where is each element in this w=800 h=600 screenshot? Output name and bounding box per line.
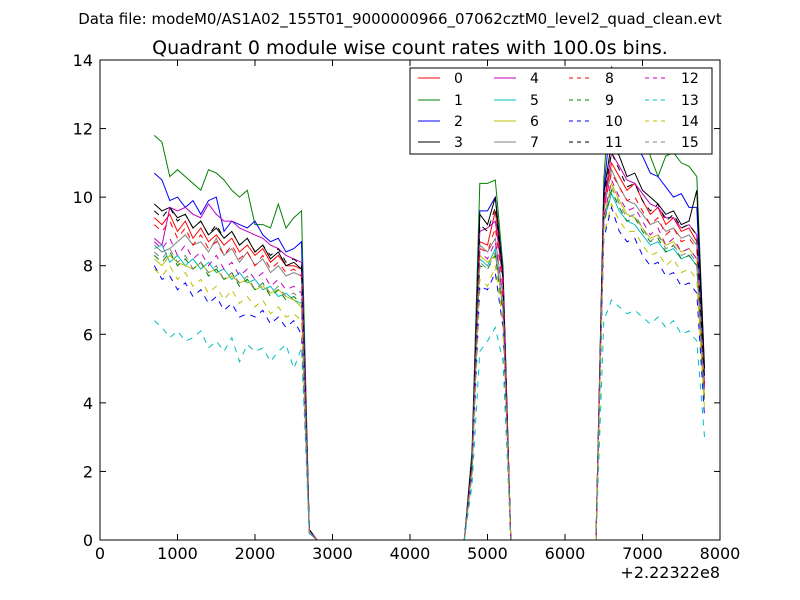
legend-item-2: 2 — [418, 114, 463, 130]
legend-label-9: 9 — [605, 93, 614, 109]
legend-label-13: 13 — [681, 93, 699, 109]
legend-item-4: 4 — [494, 71, 539, 87]
x-tick-label: 3000 — [312, 544, 353, 563]
legend-label-8: 8 — [605, 71, 614, 87]
x-tick-label: 4000 — [390, 544, 431, 563]
x-axis-offset-label: +2.22322e8 — [620, 563, 720, 582]
legend-label-12: 12 — [681, 71, 699, 87]
y-tick-label: 4 — [83, 394, 93, 413]
series-line-14 — [153, 202, 705, 541]
legend-item-3: 3 — [418, 135, 463, 151]
legend-item-1: 1 — [418, 93, 463, 109]
legend-label-0: 0 — [454, 71, 463, 87]
legend-label-1: 1 — [454, 93, 463, 109]
legend-item-12: 12 — [645, 71, 699, 87]
plot-area: 0 1000 2000 3000 4000 5000 6000 7000 80000246810… — [73, 51, 741, 563]
x-tick-label: 7000 — [622, 544, 663, 563]
legend-label-11: 11 — [605, 135, 623, 151]
series-line-10 — [153, 205, 705, 541]
chart-title: Quadrant 0 module wise count rates with … — [152, 37, 668, 59]
legend-label-3: 3 — [454, 135, 463, 151]
legend-label-2: 2 — [454, 114, 463, 130]
x-tick-label: 0 — [95, 544, 105, 563]
tick-layer: 0 1000 2000 3000 4000 5000 6000 7000 80000246810… — [73, 51, 741, 563]
y-tick-label: 0 — [83, 531, 93, 550]
x-tick-label: 2000 — [235, 544, 276, 563]
x-tick-label: 1000 — [157, 544, 198, 563]
x-tick-label: 6000 — [545, 544, 586, 563]
legend-item-9: 9 — [569, 93, 614, 109]
legend-label-10: 10 — [605, 114, 623, 130]
legend-item-0: 0 — [418, 71, 463, 87]
legend-item-14: 14 — [645, 114, 699, 130]
y-tick-label: 14 — [73, 51, 93, 70]
series-line-8 — [153, 171, 705, 541]
legend-label-5: 5 — [530, 93, 539, 109]
legend-label-14: 14 — [681, 114, 699, 130]
legend-item-11: 11 — [569, 135, 623, 151]
suptitle: Data file: modeM0/AS1A02_155T01_90000009… — [78, 10, 722, 29]
legend-label-6: 6 — [530, 114, 539, 130]
y-tick-label: 12 — [73, 120, 93, 139]
legend-item-13: 13 — [645, 93, 699, 109]
legend-label-4: 4 — [530, 71, 539, 87]
legend-item-10: 10 — [569, 114, 623, 130]
x-tick-label: 5000 — [467, 544, 508, 563]
legend-label-7: 7 — [530, 135, 539, 151]
legend-item-15: 15 — [645, 135, 699, 151]
y-tick-label: 10 — [73, 188, 93, 207]
x-tick-label: 8000 — [700, 544, 741, 563]
legend-item-7: 7 — [494, 135, 539, 151]
y-tick-label: 6 — [83, 325, 93, 344]
legend-frame — [409, 67, 713, 155]
series-line-15 — [153, 185, 705, 541]
legend-item-6: 6 — [494, 114, 539, 130]
y-tick-label: 2 — [83, 462, 93, 481]
legend-label-15: 15 — [681, 135, 699, 151]
legend-item-5: 5 — [494, 93, 539, 109]
y-tick-label: 8 — [83, 257, 93, 276]
legend-item-8: 8 — [569, 71, 614, 87]
